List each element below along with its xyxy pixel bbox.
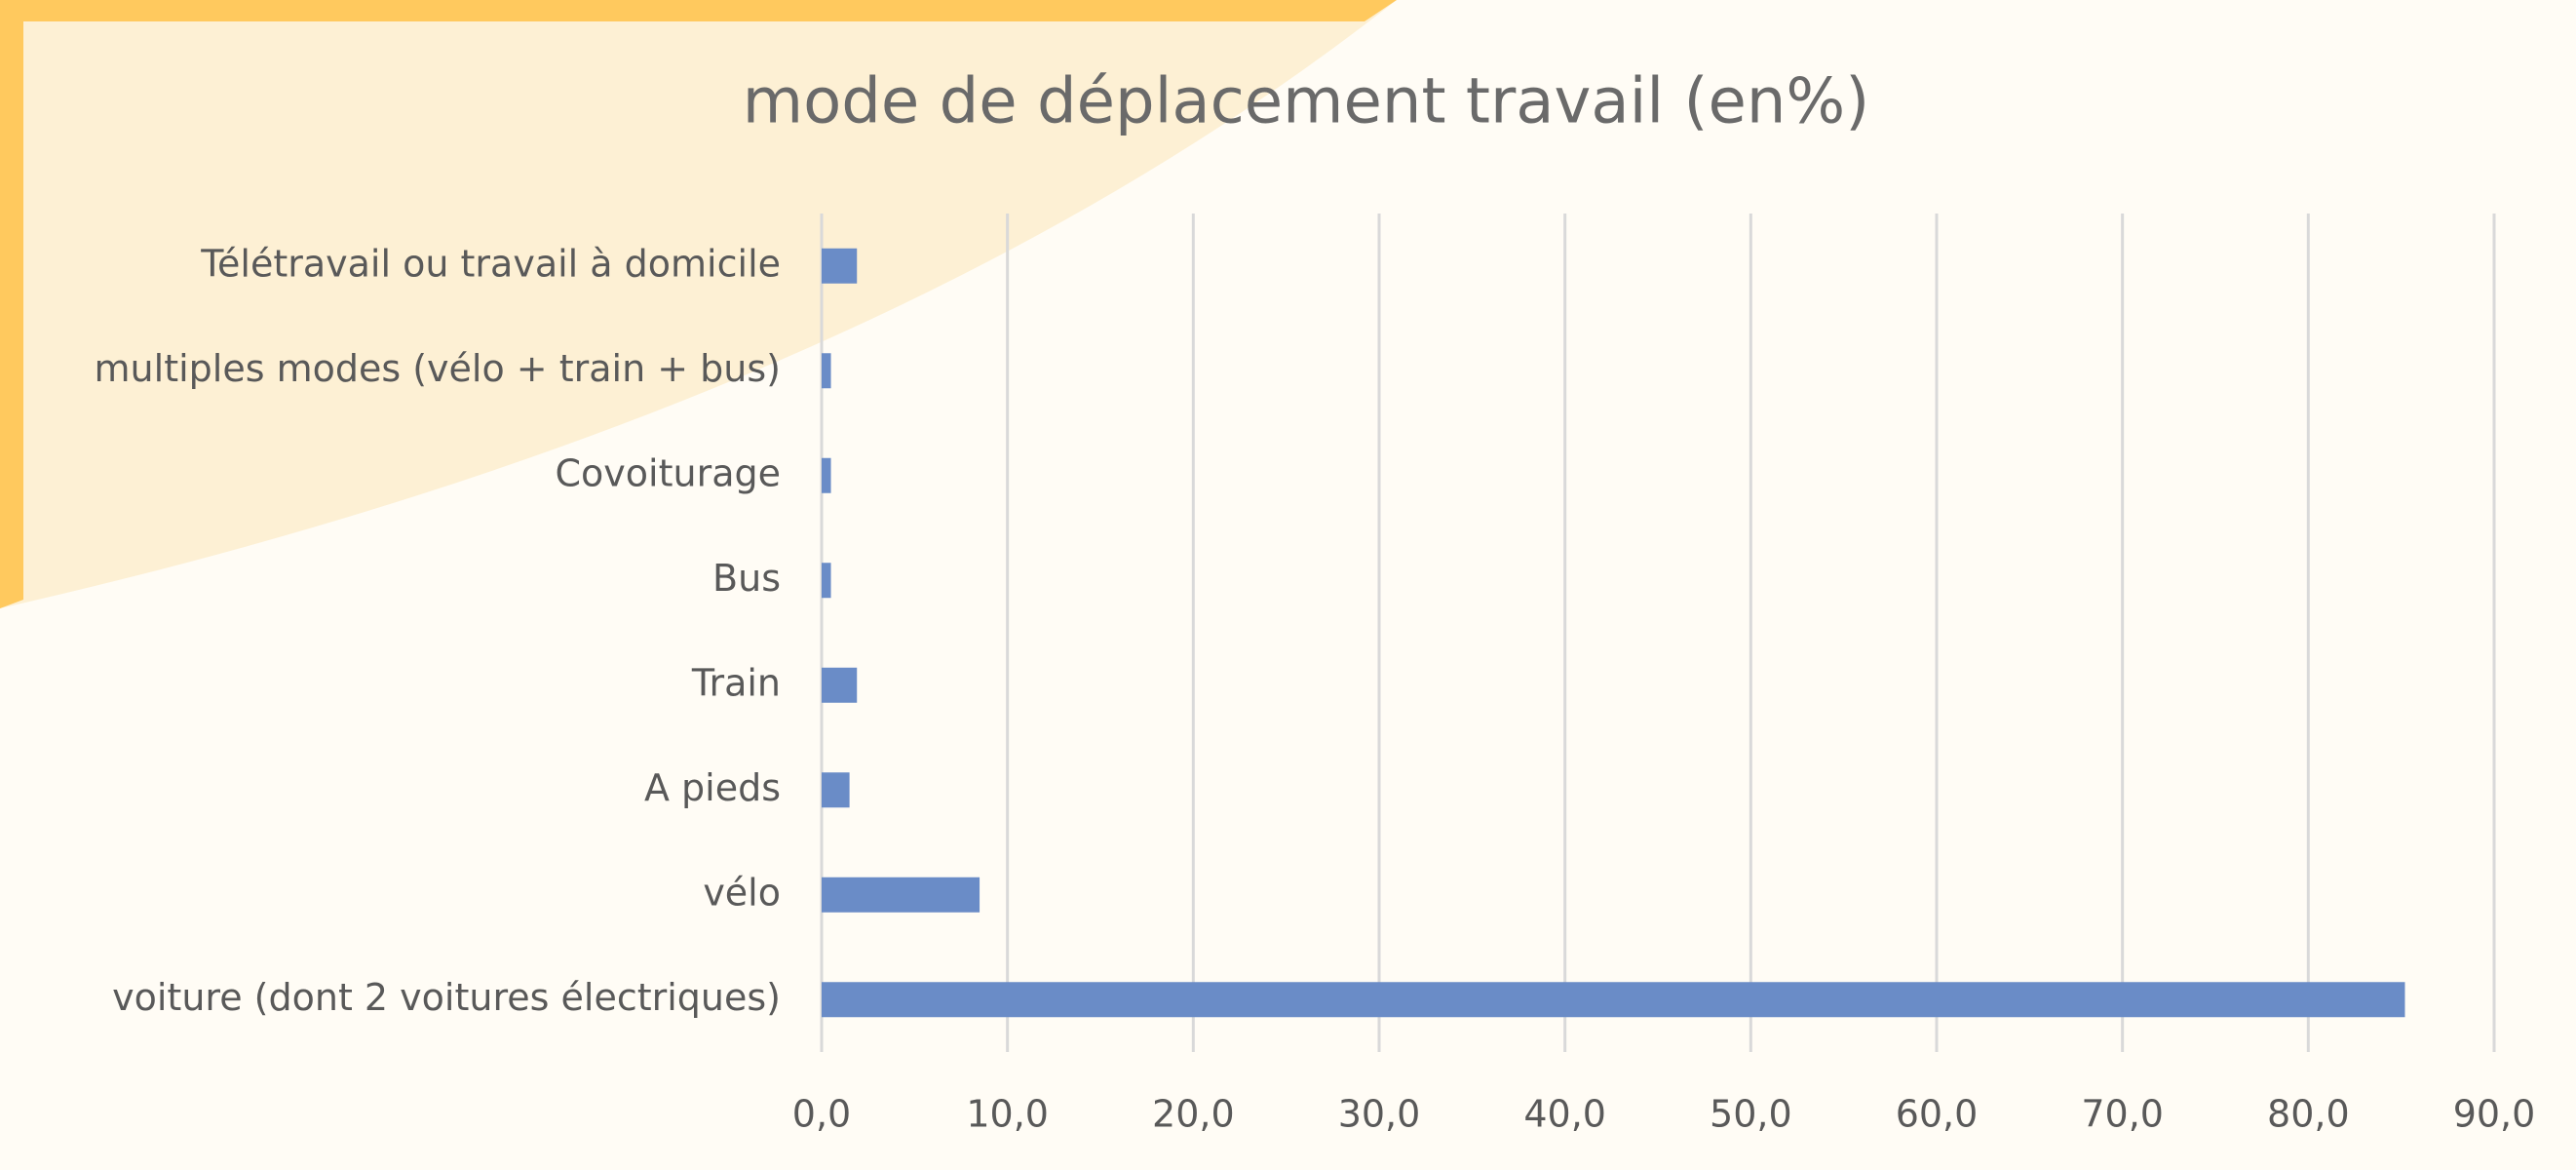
x-tick-label: 10,0 — [966, 1093, 1049, 1136]
x-tick-label: 0,0 — [792, 1093, 851, 1136]
x-tick-label: 80,0 — [2267, 1093, 2350, 1136]
bar — [822, 248, 858, 284]
y-tick-label: Bus — [712, 557, 781, 600]
bar — [822, 457, 831, 493]
y-tick-label: A pieds — [644, 766, 781, 809]
bar — [822, 877, 980, 913]
y-tick-label: multiples modes (vélo + train + bus) — [95, 347, 781, 390]
y-tick-label: Covoiturage — [556, 451, 781, 494]
decor-shape — [0, 0, 1397, 608]
bar — [822, 772, 850, 808]
bar — [822, 667, 858, 703]
x-tick-label: 90,0 — [2453, 1093, 2536, 1136]
y-tick-label: voiture (dont 2 voitures électriques) — [112, 976, 781, 1019]
x-tick-label: 60,0 — [1896, 1093, 1979, 1136]
x-tick-label: 40,0 — [1523, 1093, 1606, 1136]
x-tick-label: 20,0 — [1152, 1093, 1235, 1136]
y-tick-label: Télétravail ou travail à domicile — [200, 242, 781, 285]
y-tick-label: vélo — [703, 871, 781, 914]
bar — [822, 982, 2405, 1018]
bar — [822, 563, 831, 599]
bar — [822, 353, 831, 389]
x-tick-label: 30,0 — [1338, 1093, 1421, 1136]
y-tick-label: Train — [691, 661, 781, 704]
x-tick-label: 70,0 — [2081, 1093, 2164, 1136]
x-tick-label: 50,0 — [1710, 1093, 1792, 1136]
chart-title: mode de déplacement travail (en%) — [743, 66, 1869, 138]
